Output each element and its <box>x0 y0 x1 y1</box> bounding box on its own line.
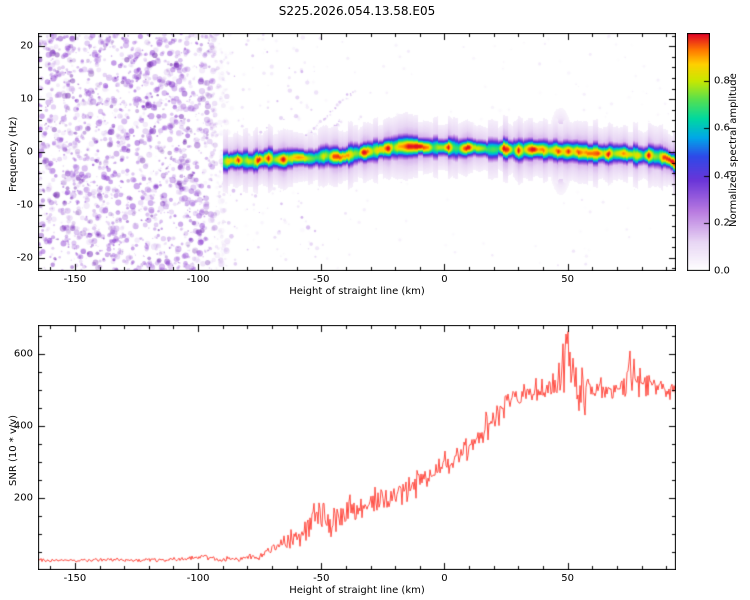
colorbar-tick-label: 0.8 <box>714 75 730 87</box>
figure-title: S225.2026.054.13.58.E05 <box>278 4 436 18</box>
x-tick-label: -150 <box>63 573 87 584</box>
y-tick-label: 10 <box>20 93 33 105</box>
colorbar-tick-label: 0.4 <box>714 170 730 182</box>
frequency-axis-label: Frequency (Hz) <box>8 116 19 192</box>
y-tick-label: 600 <box>13 348 33 360</box>
y-tick-label: 20 <box>20 40 33 52</box>
x-tick-label: -100 <box>186 573 210 584</box>
x-tick-label: -100 <box>186 274 210 285</box>
y-tick-label: -20 <box>16 252 33 264</box>
x-tick-label: 0 <box>441 274 448 285</box>
y-tick-label: 400 <box>13 420 33 432</box>
x-tick-label: 50 <box>561 274 574 285</box>
colorbar-tick-label: 0.2 <box>714 217 730 229</box>
x-tick-label: 0 <box>441 573 448 584</box>
height-axis-label-top: Height of straight line (km) <box>289 286 425 297</box>
y-tick-label: 0 <box>26 146 33 158</box>
spectrogram-plot-canvas <box>38 33 676 271</box>
x-tick-label: -50 <box>313 274 330 285</box>
x-tick-label: -150 <box>63 274 87 285</box>
y-tick-label: -10 <box>16 199 33 211</box>
height-axis-label-bottom: Height of straight line (km) <box>289 585 425 596</box>
colorbar-tick-label: 0.6 <box>714 122 730 134</box>
x-tick-label: -50 <box>313 573 330 584</box>
snr-plot-canvas <box>38 325 676 570</box>
colorbar-tick-label: 0.0 <box>714 265 730 277</box>
x-tick-label: 50 <box>561 573 574 584</box>
y-tick-label: 200 <box>13 492 33 504</box>
colorbar-label: Normalized spectral amplitude <box>728 73 739 227</box>
colorbar-canvas <box>687 33 710 271</box>
